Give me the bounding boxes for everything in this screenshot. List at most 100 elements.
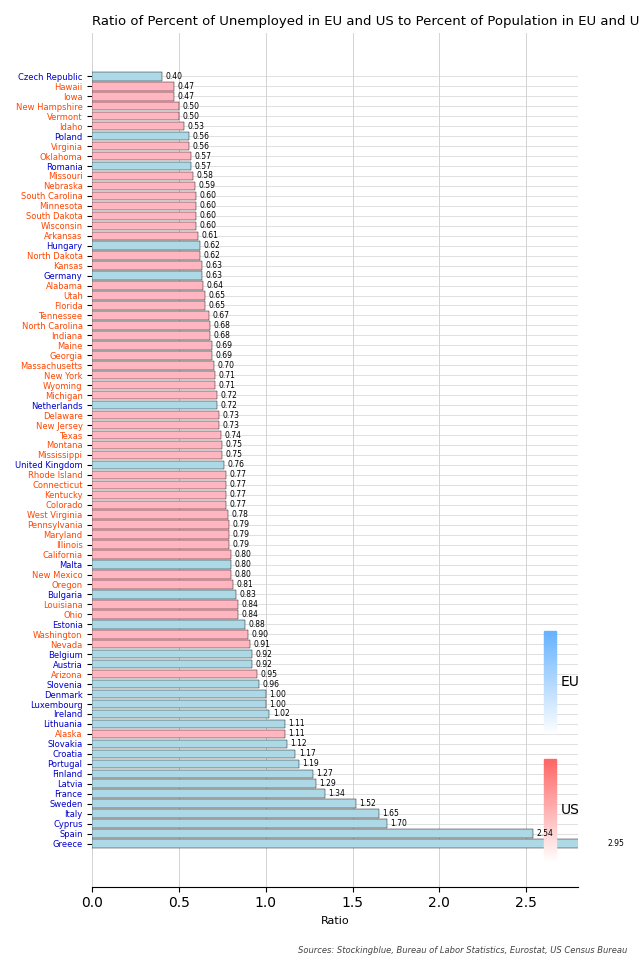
Bar: [92, 491, 226, 499]
Bar: [92, 511, 228, 519]
Text: 0.61: 0.61: [202, 231, 218, 240]
Bar: [544, 819, 556, 820]
Bar: [92, 561, 231, 568]
Bar: [544, 633, 556, 634]
Text: 0.68: 0.68: [214, 331, 230, 340]
Bar: [544, 791, 556, 792]
Bar: [92, 441, 223, 449]
Bar: [92, 242, 200, 250]
Text: EU: EU: [561, 675, 580, 688]
Text: 1.27: 1.27: [316, 769, 333, 779]
Text: 0.83: 0.83: [240, 590, 257, 599]
Bar: [544, 818, 556, 819]
Text: 0.50: 0.50: [182, 111, 200, 121]
Bar: [92, 181, 195, 190]
Text: 0.79: 0.79: [233, 530, 250, 540]
Text: 1.52: 1.52: [360, 799, 376, 808]
Bar: [92, 381, 216, 390]
Text: 0.60: 0.60: [200, 202, 217, 210]
Bar: [544, 676, 556, 677]
Bar: [544, 781, 556, 782]
Bar: [544, 726, 556, 727]
Bar: [544, 711, 556, 712]
Text: 0.79: 0.79: [233, 540, 250, 549]
Bar: [544, 808, 556, 809]
Text: 0.88: 0.88: [248, 620, 265, 629]
Bar: [92, 152, 191, 160]
Bar: [544, 642, 556, 643]
Bar: [544, 807, 556, 808]
Bar: [544, 648, 556, 649]
Bar: [92, 431, 221, 440]
Bar: [544, 837, 556, 838]
Bar: [544, 689, 556, 690]
Bar: [544, 830, 556, 831]
Bar: [544, 664, 556, 665]
Text: 0.77: 0.77: [229, 470, 246, 479]
Bar: [544, 790, 556, 791]
Bar: [544, 653, 556, 654]
Bar: [544, 804, 556, 805]
Bar: [544, 836, 556, 837]
Bar: [92, 590, 236, 599]
Text: 0.67: 0.67: [212, 311, 229, 320]
Text: 0.47: 0.47: [177, 92, 195, 101]
Bar: [544, 661, 556, 662]
Text: 0.69: 0.69: [216, 350, 232, 360]
Text: 0.68: 0.68: [214, 321, 230, 330]
Bar: [544, 667, 556, 668]
Bar: [544, 772, 556, 773]
Bar: [92, 640, 250, 648]
Text: 1.00: 1.00: [269, 689, 286, 699]
Bar: [92, 739, 287, 748]
Bar: [544, 684, 556, 685]
Bar: [544, 632, 556, 633]
Text: 0.59: 0.59: [198, 181, 215, 190]
Text: 1.02: 1.02: [273, 709, 289, 718]
Bar: [544, 702, 556, 704]
Text: 0.56: 0.56: [193, 141, 210, 151]
Bar: [544, 854, 556, 855]
Bar: [544, 696, 556, 697]
Bar: [92, 331, 211, 340]
Bar: [544, 811, 556, 812]
Text: 0.92: 0.92: [255, 660, 272, 669]
Bar: [544, 688, 556, 689]
Bar: [544, 858, 556, 859]
Text: 0.57: 0.57: [195, 161, 212, 171]
Text: 0.58: 0.58: [196, 172, 213, 180]
Bar: [544, 784, 556, 785]
Bar: [544, 697, 556, 698]
Bar: [544, 798, 556, 799]
Bar: [92, 82, 174, 90]
Bar: [544, 683, 556, 684]
Bar: [544, 682, 556, 683]
Bar: [544, 860, 556, 861]
Bar: [544, 704, 556, 705]
Bar: [544, 792, 556, 793]
Bar: [92, 531, 229, 539]
Text: 0.77: 0.77: [229, 491, 246, 499]
Bar: [92, 401, 217, 409]
Bar: [544, 834, 556, 835]
Bar: [92, 809, 378, 818]
Bar: [92, 819, 387, 828]
Bar: [544, 760, 556, 761]
Bar: [544, 762, 556, 763]
Bar: [544, 670, 556, 671]
Bar: [544, 686, 556, 688]
Bar: [544, 680, 556, 681]
Bar: [92, 231, 198, 240]
Text: 1.34: 1.34: [328, 789, 345, 798]
Bar: [544, 778, 556, 779]
Bar: [544, 800, 556, 801]
Bar: [92, 839, 604, 848]
Bar: [544, 827, 556, 828]
Text: 0.65: 0.65: [209, 291, 225, 300]
Bar: [92, 261, 202, 270]
Bar: [544, 646, 556, 647]
Bar: [92, 611, 238, 618]
Text: 0.76: 0.76: [228, 461, 244, 469]
Bar: [544, 782, 556, 783]
Text: 0.72: 0.72: [221, 391, 237, 399]
